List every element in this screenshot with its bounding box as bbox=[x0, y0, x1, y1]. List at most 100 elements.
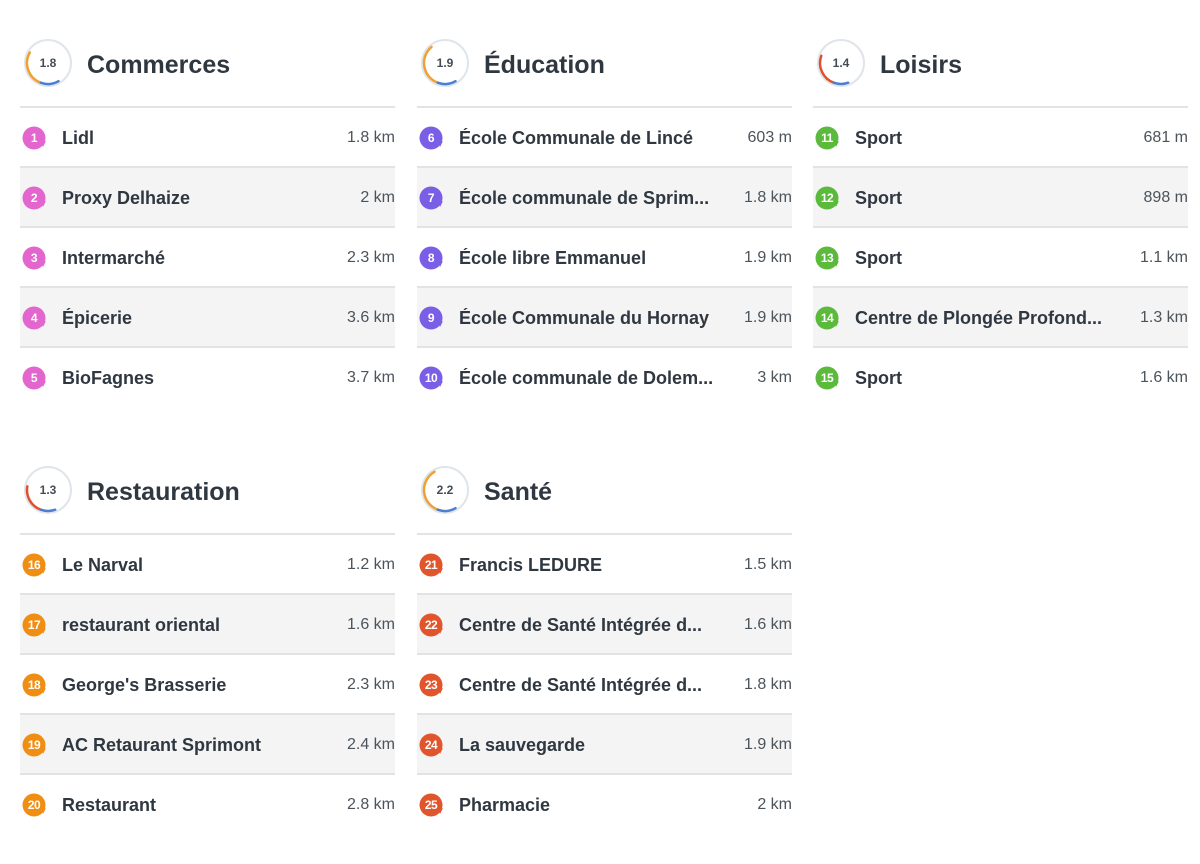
category-header: 1.4 Loisirs bbox=[813, 0, 1188, 108]
poi-list-item[interactable]: 8 École libre Emmanuel 1.9 km bbox=[417, 228, 792, 288]
score-ring-icon bbox=[421, 39, 469, 87]
poi-name: Sport bbox=[855, 128, 902, 148]
poi-list-item[interactable]: 1 Lidl 1.8 km bbox=[20, 108, 395, 168]
map-pin-icon: 21 bbox=[418, 552, 444, 578]
map-pin-icon: 15 bbox=[814, 365, 840, 391]
poi-number: 23 bbox=[424, 678, 438, 692]
poi-list-item[interactable]: 22 Centre de Santé Intégrée d... 1.6 km bbox=[417, 595, 792, 655]
poi-distance: 1.2 km bbox=[346, 556, 395, 573]
map-pin-icon: 18 bbox=[21, 672, 47, 698]
map-pin-icon: 4 bbox=[21, 305, 47, 331]
category-header: 2.2 Santé bbox=[417, 427, 792, 535]
poi-number: 5 bbox=[30, 371, 38, 385]
poi-name: Sport bbox=[855, 188, 902, 208]
poi-list-item[interactable]: 2 Proxy Delhaize 2 km bbox=[20, 168, 395, 228]
poi-number: 8 bbox=[427, 251, 435, 265]
map-pin-icon: 11 bbox=[814, 125, 840, 151]
poi-name: École libre Emmanuel bbox=[459, 248, 647, 268]
map-pin-icon: 9 bbox=[418, 305, 444, 331]
map-pin-icon: 7 bbox=[418, 185, 444, 211]
poi-name: Sport bbox=[855, 368, 902, 388]
poi-list-item[interactable]: 13 Sport 1.1 km bbox=[813, 228, 1188, 288]
poi-name: École communale de Dolem... bbox=[459, 368, 714, 388]
poi-list-item[interactable]: 17 restaurant oriental 1.6 km bbox=[20, 595, 395, 655]
poi-name: Intermarché bbox=[62, 248, 166, 268]
poi-list-item[interactable]: 10 École communale de Dolem... 3 km bbox=[417, 348, 792, 408]
poi-distance: 2.4 km bbox=[346, 736, 395, 753]
poi-list-item[interactable]: 5 BioFagnes 3.7 km bbox=[20, 348, 395, 408]
map-pin-icon: 20 bbox=[21, 792, 47, 818]
poi-list: 1 Lidl 1.8 km 2 Proxy Delhaize 2 km 3 In… bbox=[20, 108, 395, 408]
poi-distance: 1.3 km bbox=[1139, 309, 1188, 326]
poi-distance: 1.5 km bbox=[743, 556, 792, 573]
poi-list: 11 Sport 681 m 12 Sport 898 m 13 Sport 1… bbox=[813, 108, 1188, 408]
score-value: 1.3 bbox=[39, 483, 57, 497]
poi-list-item[interactable]: 12 Sport 898 m bbox=[813, 168, 1188, 228]
poi-list: 21 Francis LEDURE 1.5 km 22 Centre de Sa… bbox=[417, 535, 792, 835]
poi-number: 3 bbox=[30, 251, 38, 265]
poi-list-item[interactable]: 6 École Communale de Lincé 603 m bbox=[417, 108, 792, 168]
map-pin-icon: 25 bbox=[418, 792, 444, 818]
poi-number: 22 bbox=[424, 618, 438, 632]
poi-name: École Communale du Hornay bbox=[459, 308, 710, 328]
poi-number: 9 bbox=[427, 311, 435, 325]
poi-list-item[interactable]: 11 Sport 681 m bbox=[813, 108, 1188, 168]
poi-distance: 2.3 km bbox=[346, 676, 395, 693]
poi-list-item[interactable]: 25 Pharmacie 2 km bbox=[417, 775, 792, 835]
poi-distance: 1.6 km bbox=[1139, 369, 1188, 386]
poi-list-item[interactable]: 7 École communale de Sprim... 1.8 km bbox=[417, 168, 792, 228]
poi-list-item[interactable]: 20 Restaurant 2.8 km bbox=[20, 775, 395, 835]
category-header: 1.9 Éducation bbox=[417, 0, 792, 108]
poi-distance: 1.8 km bbox=[346, 129, 395, 146]
poi-list-item[interactable]: 15 Sport 1.6 km bbox=[813, 348, 1188, 408]
category-card-sante: 2.2 Santé 21 Francis LEDURE 1.5 km 22 Ce… bbox=[417, 427, 792, 835]
poi-name: BioFagnes bbox=[62, 368, 155, 388]
poi-distance: 1.8 km bbox=[743, 189, 792, 206]
map-pin-icon: 3 bbox=[21, 245, 47, 271]
poi-distance: 2.8 km bbox=[346, 796, 395, 813]
poi-list-item[interactable]: 9 École Communale du Hornay 1.9 km bbox=[417, 288, 792, 348]
score-badge: 1.8 bbox=[22, 37, 74, 89]
poi-list-item[interactable]: 21 Francis LEDURE 1.5 km bbox=[417, 535, 792, 595]
map-pin-icon: 8 bbox=[418, 245, 444, 271]
poi-number: 1 bbox=[30, 131, 38, 145]
category-card-commerces: 1.8 Commerces 1 Lidl 1.8 km 2 Proxy Delh… bbox=[20, 0, 395, 408]
category-header: 1.3 Restauration bbox=[20, 427, 395, 535]
score-badge: 1.4 bbox=[815, 37, 867, 89]
poi-list-item[interactable]: 16 Le Narval 1.2 km bbox=[20, 535, 395, 595]
poi-number: 13 bbox=[820, 251, 834, 265]
poi-name: George's Brasserie bbox=[62, 675, 227, 695]
poi-list-item[interactable]: 4 Épicerie 3.6 km bbox=[20, 288, 395, 348]
poi-distance: 2.3 km bbox=[346, 249, 395, 266]
poi-number: 4 bbox=[30, 311, 38, 325]
poi-number: 14 bbox=[820, 311, 834, 325]
poi-list: 6 École Communale de Lincé 603 m 7 École… bbox=[417, 108, 792, 408]
poi-number: 17 bbox=[27, 618, 41, 632]
poi-list-item[interactable]: 19 AC Retaurant Sprimont 2.4 km bbox=[20, 715, 395, 775]
poi-name: AC Retaurant Sprimont bbox=[62, 735, 262, 755]
map-pin-icon: 23 bbox=[418, 672, 444, 698]
poi-list-item[interactable]: 14 Centre de Plongée Profond... 1.3 km bbox=[813, 288, 1188, 348]
score-ring-icon bbox=[24, 39, 72, 87]
score-badge: 1.9 bbox=[419, 37, 471, 89]
poi-number: 24 bbox=[424, 738, 438, 752]
category-title: Éducation bbox=[484, 51, 605, 79]
category-title: Restauration bbox=[87, 478, 240, 506]
poi-list-item[interactable]: 18 George's Brasserie 2.3 km bbox=[20, 655, 395, 715]
map-pin-icon: 16 bbox=[21, 552, 47, 578]
poi-number: 16 bbox=[27, 558, 41, 572]
poi-name: Francis LEDURE bbox=[459, 555, 603, 575]
poi-name: Pharmacie bbox=[459, 795, 551, 815]
poi-number: 18 bbox=[27, 678, 41, 692]
poi-list-item[interactable]: 24 La sauvegarde 1.9 km bbox=[417, 715, 792, 775]
poi-distance: 2 km bbox=[757, 796, 792, 813]
poi-name: Restaurant bbox=[62, 795, 157, 815]
poi-name: La sauvegarde bbox=[459, 735, 586, 755]
poi-distance: 681 m bbox=[1143, 129, 1188, 146]
map-pin-icon: 24 bbox=[418, 732, 444, 758]
poi-number: 6 bbox=[427, 131, 435, 145]
poi-list-item[interactable]: 23 Centre de Santé Intégrée d... 1.8 km bbox=[417, 655, 792, 715]
poi-distance: 1.8 km bbox=[743, 676, 792, 693]
poi-list-item[interactable]: 3 Intermarché 2.3 km bbox=[20, 228, 395, 288]
map-pin-icon: 12 bbox=[814, 185, 840, 211]
